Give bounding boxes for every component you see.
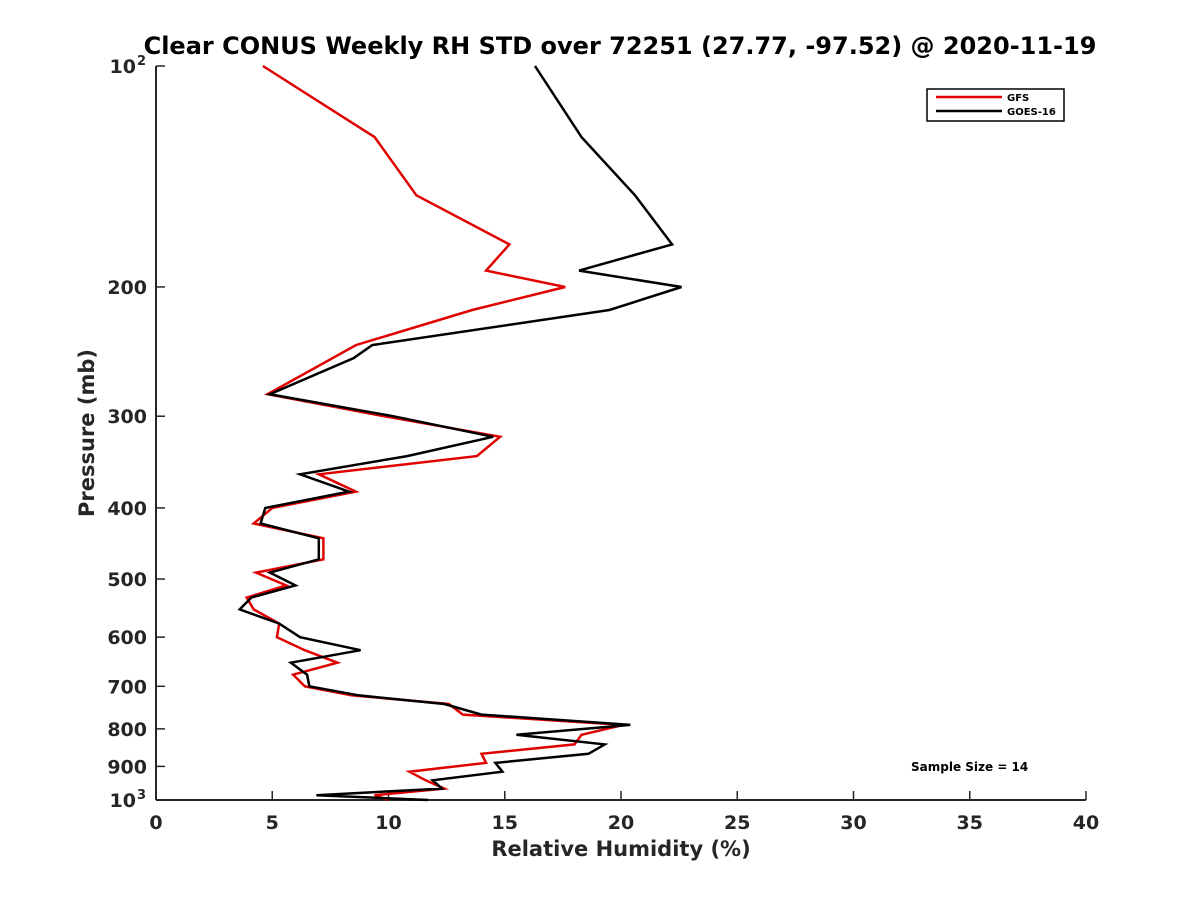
x-tick-label: 20 [608, 812, 634, 834]
y-tick-label: 700 [107, 676, 147, 698]
y-tick-label: 800 [107, 719, 147, 741]
y-tick-label: 300 [107, 406, 147, 428]
legend: GFS GOES-16 [926, 88, 1065, 122]
series-line-goes16 [237, 65, 682, 802]
series-line-gfs [244, 64, 624, 802]
x-tick-label: 40 [1073, 812, 1099, 834]
x-tick-label: 25 [724, 812, 750, 834]
sample-size-annotation: Sample Size = 14 [911, 760, 1028, 774]
y-tick-label: 10 [110, 790, 136, 812]
x-tick-label: 10 [375, 812, 401, 834]
y-tick-exponent: 2 [137, 54, 146, 69]
y-tick-label: 200 [107, 277, 147, 299]
legend-label-gfs: GFS [1007, 93, 1029, 104]
y-tick-label: 500 [107, 569, 147, 591]
y-tick-label: 600 [107, 627, 147, 649]
series-layer [237, 64, 682, 802]
x-tick-label: 0 [149, 812, 162, 834]
chart-title: Clear CONUS Weekly RH STD over 72251 (27… [144, 32, 1097, 60]
x-tick-label: 5 [266, 812, 279, 834]
legend-label-goes16: GOES-16 [1007, 107, 1056, 118]
legend-box [926, 88, 1065, 122]
x-tick-label: 15 [492, 812, 518, 834]
x-ticks: 0 5 10 15 20 25 30 35 40 [149, 791, 1099, 834]
y-tick-label: 10 [110, 56, 136, 78]
y-tick-label: 400 [107, 498, 147, 520]
x-tick-label: 35 [957, 812, 983, 834]
x-tick-label: 30 [840, 812, 866, 834]
y-axis-label: Pressure (mb) [75, 349, 99, 517]
x-axis-label: Relative Humidity (%) [491, 837, 750, 861]
y-tick-exponent: 3 [137, 788, 146, 803]
y-tick-label: 900 [107, 756, 147, 778]
